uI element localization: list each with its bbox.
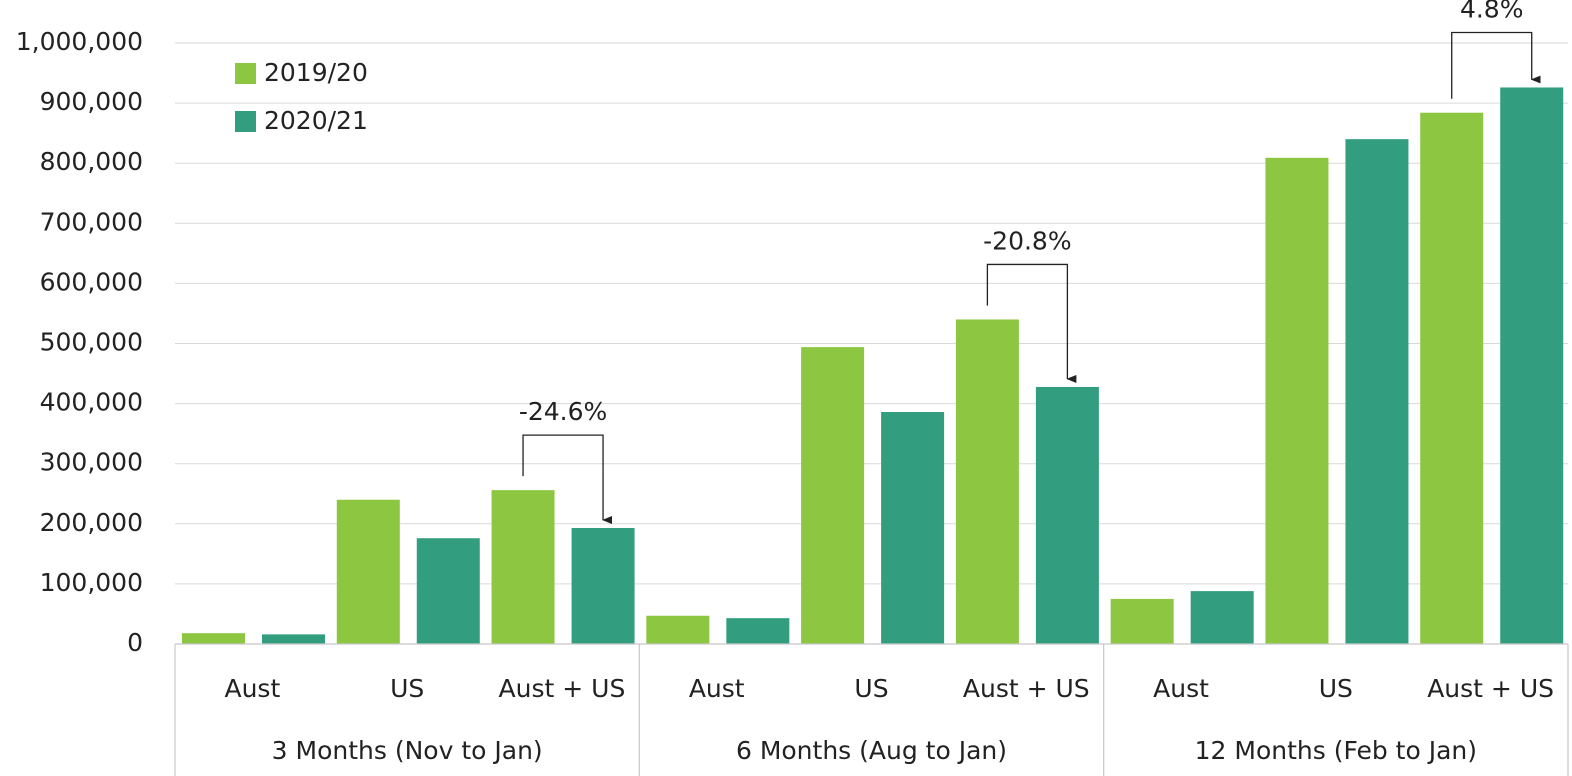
x-tick-label: US [390, 674, 424, 703]
legend-label: 2019/20 [264, 58, 368, 87]
y-tick-label: 400,000 [40, 388, 143, 417]
x-tick-label: Aust [689, 674, 745, 703]
legend-label: 2020/21 [264, 106, 368, 135]
x-tick-label: Aust [1153, 674, 1209, 703]
annotation-bracket [522, 434, 613, 525]
bar [1190, 591, 1254, 644]
bar [336, 499, 400, 644]
y-tick-label: 600,000 [40, 267, 143, 296]
group-label: 3 Months (Nov to Jan) [272, 736, 543, 765]
bar [726, 618, 790, 644]
bar [182, 633, 245, 644]
bar [1345, 139, 1409, 644]
bar [646, 615, 710, 644]
x-tick-label: Aust + US [963, 674, 1090, 703]
y-tick-label: 800,000 [40, 147, 143, 176]
bar [491, 490, 555, 644]
bar [1265, 157, 1329, 644]
y-tick-label: 100,000 [40, 568, 143, 597]
bar [416, 538, 480, 644]
x-tick-label: Aust [224, 674, 280, 703]
annotation-bracket [986, 263, 1077, 383]
y-tick-label: 700,000 [40, 207, 143, 236]
bar [881, 412, 945, 644]
group-label: 6 Months (Aug to Jan) [736, 736, 1007, 765]
y-tick-label: 500,000 [40, 328, 143, 357]
y-tick-label: 0 [127, 628, 143, 657]
group-label: 12 Months (Feb to Jan) [1195, 736, 1477, 765]
bar [571, 528, 635, 644]
x-tick-label: US [854, 674, 888, 703]
bar [1500, 87, 1564, 644]
bar [801, 347, 865, 644]
x-tick-label: US [1319, 674, 1353, 703]
y-tick-label: 900,000 [40, 87, 143, 116]
annotation-label: 4.8% [1460, 0, 1524, 23]
annotation-label: -24.6% [519, 397, 607, 426]
bar [1420, 112, 1484, 644]
y-tick-label: 1,000,000 [16, 27, 143, 56]
annotation-bracket [1451, 31, 1541, 99]
y-tick-label: 300,000 [40, 448, 143, 477]
y-tick-label: 200,000 [40, 508, 143, 537]
legend-swatch [235, 111, 256, 132]
annotation-label: -20.8% [983, 226, 1071, 255]
x-tick-label: Aust + US [1427, 674, 1554, 703]
bar [1110, 598, 1174, 644]
bar [955, 319, 1019, 644]
bar [1035, 386, 1099, 644]
bar [262, 634, 325, 644]
legend-swatch [235, 63, 256, 84]
x-tick-label: Aust + US [499, 674, 626, 703]
